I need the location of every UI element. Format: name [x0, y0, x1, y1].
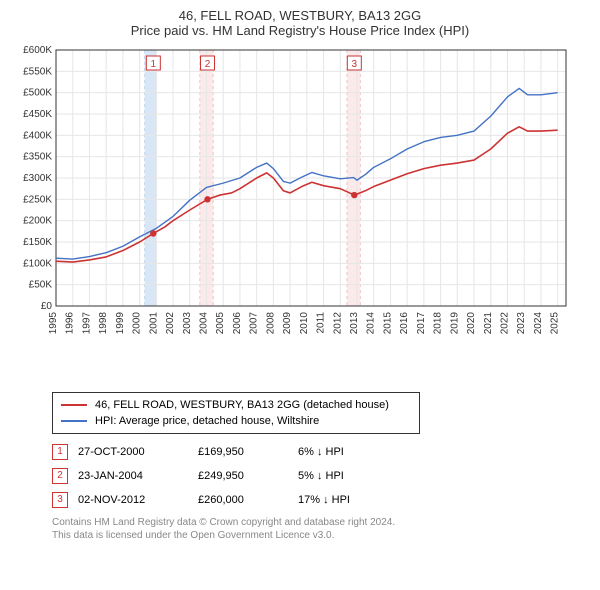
svg-text:£600K: £600K: [23, 45, 52, 56]
svg-text:2001: 2001: [148, 312, 159, 335]
figure-container: { "titles": { "line1": "46, FELL ROAD, W…: [0, 0, 600, 550]
legend-swatch: [61, 420, 87, 422]
svg-text:1995: 1995: [48, 312, 59, 335]
credit-text: Contains HM Land Registry data © Crown c…: [52, 516, 588, 542]
svg-text:£450K: £450K: [23, 109, 52, 120]
svg-text:2005: 2005: [215, 312, 226, 335]
svg-text:£250K: £250K: [23, 194, 52, 205]
svg-text:2015: 2015: [382, 312, 393, 335]
svg-text:2010: 2010: [299, 312, 310, 335]
svg-text:1996: 1996: [65, 312, 76, 335]
svg-text:2020: 2020: [466, 312, 477, 335]
svg-text:2014: 2014: [366, 312, 377, 335]
svg-text:2000: 2000: [132, 312, 143, 335]
svg-text:2025: 2025: [550, 312, 561, 335]
svg-text:£400K: £400K: [23, 130, 52, 141]
legend-row: HPI: Average price, detached house, Wilt…: [61, 413, 411, 429]
sale-price: £249,950: [198, 464, 298, 488]
svg-text:£50K: £50K: [29, 280, 53, 291]
sale-date: 27-OCT-2000: [78, 440, 198, 464]
line-chart-svg: £0 £50K £100K £150K £200K £250K £300K £350K £400…: [12, 44, 572, 364]
svg-text:1: 1: [151, 59, 157, 70]
svg-text:2003: 2003: [182, 312, 193, 335]
svg-text:2: 2: [205, 59, 211, 70]
sale-price: £260,000: [198, 488, 298, 512]
legend-label: HPI: Average price, detached house, Wilt…: [95, 415, 319, 427]
legend: 46, FELL ROAD, WESTBURY, BA13 2GG (detac…: [52, 392, 420, 434]
svg-text:£150K: £150K: [23, 237, 52, 248]
svg-text:2009: 2009: [282, 312, 293, 335]
svg-text:2024: 2024: [533, 312, 544, 335]
table-row: 3 02-NOV-2012£260,00017% ↓ HPI: [52, 488, 360, 512]
sale-date: 02-NOV-2012: [78, 488, 198, 512]
svg-text:2012: 2012: [332, 312, 343, 335]
svg-text:2006: 2006: [232, 312, 243, 335]
svg-text:£100K: £100K: [23, 258, 52, 269]
sale-marker-icon: 1: [52, 444, 68, 460]
sale-delta: 5% ↓ HPI: [298, 464, 360, 488]
svg-text:2016: 2016: [399, 312, 410, 335]
svg-text:2018: 2018: [433, 312, 444, 335]
sale-marker-icon: 3: [52, 492, 68, 508]
svg-text:£0: £0: [41, 301, 53, 312]
svg-text:2007: 2007: [249, 312, 260, 335]
chart-title-line2: Price paid vs. HM Land Registry's House …: [12, 23, 588, 38]
credit-line-1: Contains HM Land Registry data © Crown c…: [52, 516, 588, 529]
svg-text:£500K: £500K: [23, 88, 52, 99]
svg-text:2008: 2008: [265, 312, 276, 335]
svg-text:2019: 2019: [449, 312, 460, 335]
chart-title-line1: 46, FELL ROAD, WESTBURY, BA13 2GG: [12, 8, 588, 23]
svg-text:2022: 2022: [499, 312, 510, 335]
svg-text:£350K: £350K: [23, 152, 52, 163]
svg-text:1997: 1997: [81, 312, 92, 335]
legend-swatch: [61, 404, 87, 406]
svg-text:1999: 1999: [115, 312, 126, 335]
svg-text:1998: 1998: [98, 312, 109, 335]
sale-price: £169,950: [198, 440, 298, 464]
svg-text:2021: 2021: [483, 312, 494, 335]
svg-text:2002: 2002: [165, 312, 176, 335]
svg-text:3: 3: [352, 59, 358, 70]
svg-text:£200K: £200K: [23, 216, 52, 227]
legend-label: 46, FELL ROAD, WESTBURY, BA13 2GG (detac…: [95, 399, 389, 411]
sale-delta: 6% ↓ HPI: [298, 440, 360, 464]
table-row: 2 23-JAN-2004£249,9505% ↓ HPI: [52, 464, 360, 488]
credit-line-2: This data is licensed under the Open Gov…: [52, 529, 588, 542]
legend-row: 46, FELL ROAD, WESTBURY, BA13 2GG (detac…: [61, 397, 411, 413]
sale-delta: 17% ↓ HPI: [298, 488, 360, 512]
svg-text:2011: 2011: [316, 312, 327, 334]
svg-text:£550K: £550K: [23, 66, 52, 77]
sales-table: 1 27-OCT-2000£169,9506% ↓ HPI 2 23-JAN-2004…: [52, 440, 360, 512]
sale-marker-icon: 2: [52, 468, 68, 484]
table-row: 1 27-OCT-2000£169,9506% ↓ HPI: [52, 440, 360, 464]
chart-area: £0 £50K £100K £150K £200K £250K £300K £350K £400…: [12, 44, 588, 364]
svg-text:2013: 2013: [349, 312, 360, 335]
sale-date: 23-JAN-2004: [78, 464, 198, 488]
svg-text:£300K: £300K: [23, 173, 52, 184]
svg-text:2004: 2004: [198, 312, 209, 335]
svg-text:2017: 2017: [416, 312, 427, 335]
svg-text:2023: 2023: [516, 312, 527, 335]
